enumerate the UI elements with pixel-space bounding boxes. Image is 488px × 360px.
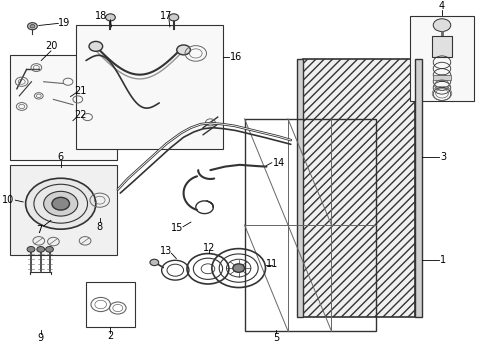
Text: 3: 3 [440,152,446,162]
Text: 13: 13 [160,246,172,256]
Circle shape [52,197,69,210]
Text: 1: 1 [440,255,446,265]
Text: 5: 5 [272,333,279,343]
Circle shape [43,192,78,216]
Bar [303,59,414,317]
Text: 8: 8 [97,222,102,232]
Circle shape [105,14,115,21]
Text: 15: 15 [171,224,183,234]
Circle shape [176,45,190,55]
Circle shape [27,247,35,252]
Text: 22: 22 [74,110,86,120]
Text: 17: 17 [160,11,172,21]
Bar [9,55,117,159]
Circle shape [30,24,35,28]
Circle shape [25,178,96,229]
Bar [409,16,473,101]
Text: 14: 14 [272,158,284,168]
Circle shape [45,247,53,252]
Text: 6: 6 [58,152,63,162]
Text: 9: 9 [38,333,44,343]
Circle shape [169,14,178,21]
Circle shape [89,41,102,51]
Circle shape [232,264,244,272]
Text: 10: 10 [2,195,15,205]
Bar [431,36,451,57]
Text: 19: 19 [58,18,70,28]
Bar [414,59,421,317]
Circle shape [27,23,37,30]
Bar [297,59,303,317]
Circle shape [432,19,450,32]
Bar [9,165,117,255]
Circle shape [150,259,159,266]
Circle shape [37,247,44,252]
Text: 12: 12 [203,243,215,253]
Text: 7: 7 [37,225,43,235]
Bar [76,25,222,149]
Text: 4: 4 [438,1,444,11]
Text: 2: 2 [107,331,113,341]
Bar [432,75,450,80]
Text: 20: 20 [45,41,57,51]
Text: 11: 11 [265,259,277,269]
Bar [244,119,375,331]
Text: 18: 18 [94,11,106,21]
Text: 21: 21 [74,86,86,95]
Text: 16: 16 [230,52,242,62]
Bar [86,282,135,328]
